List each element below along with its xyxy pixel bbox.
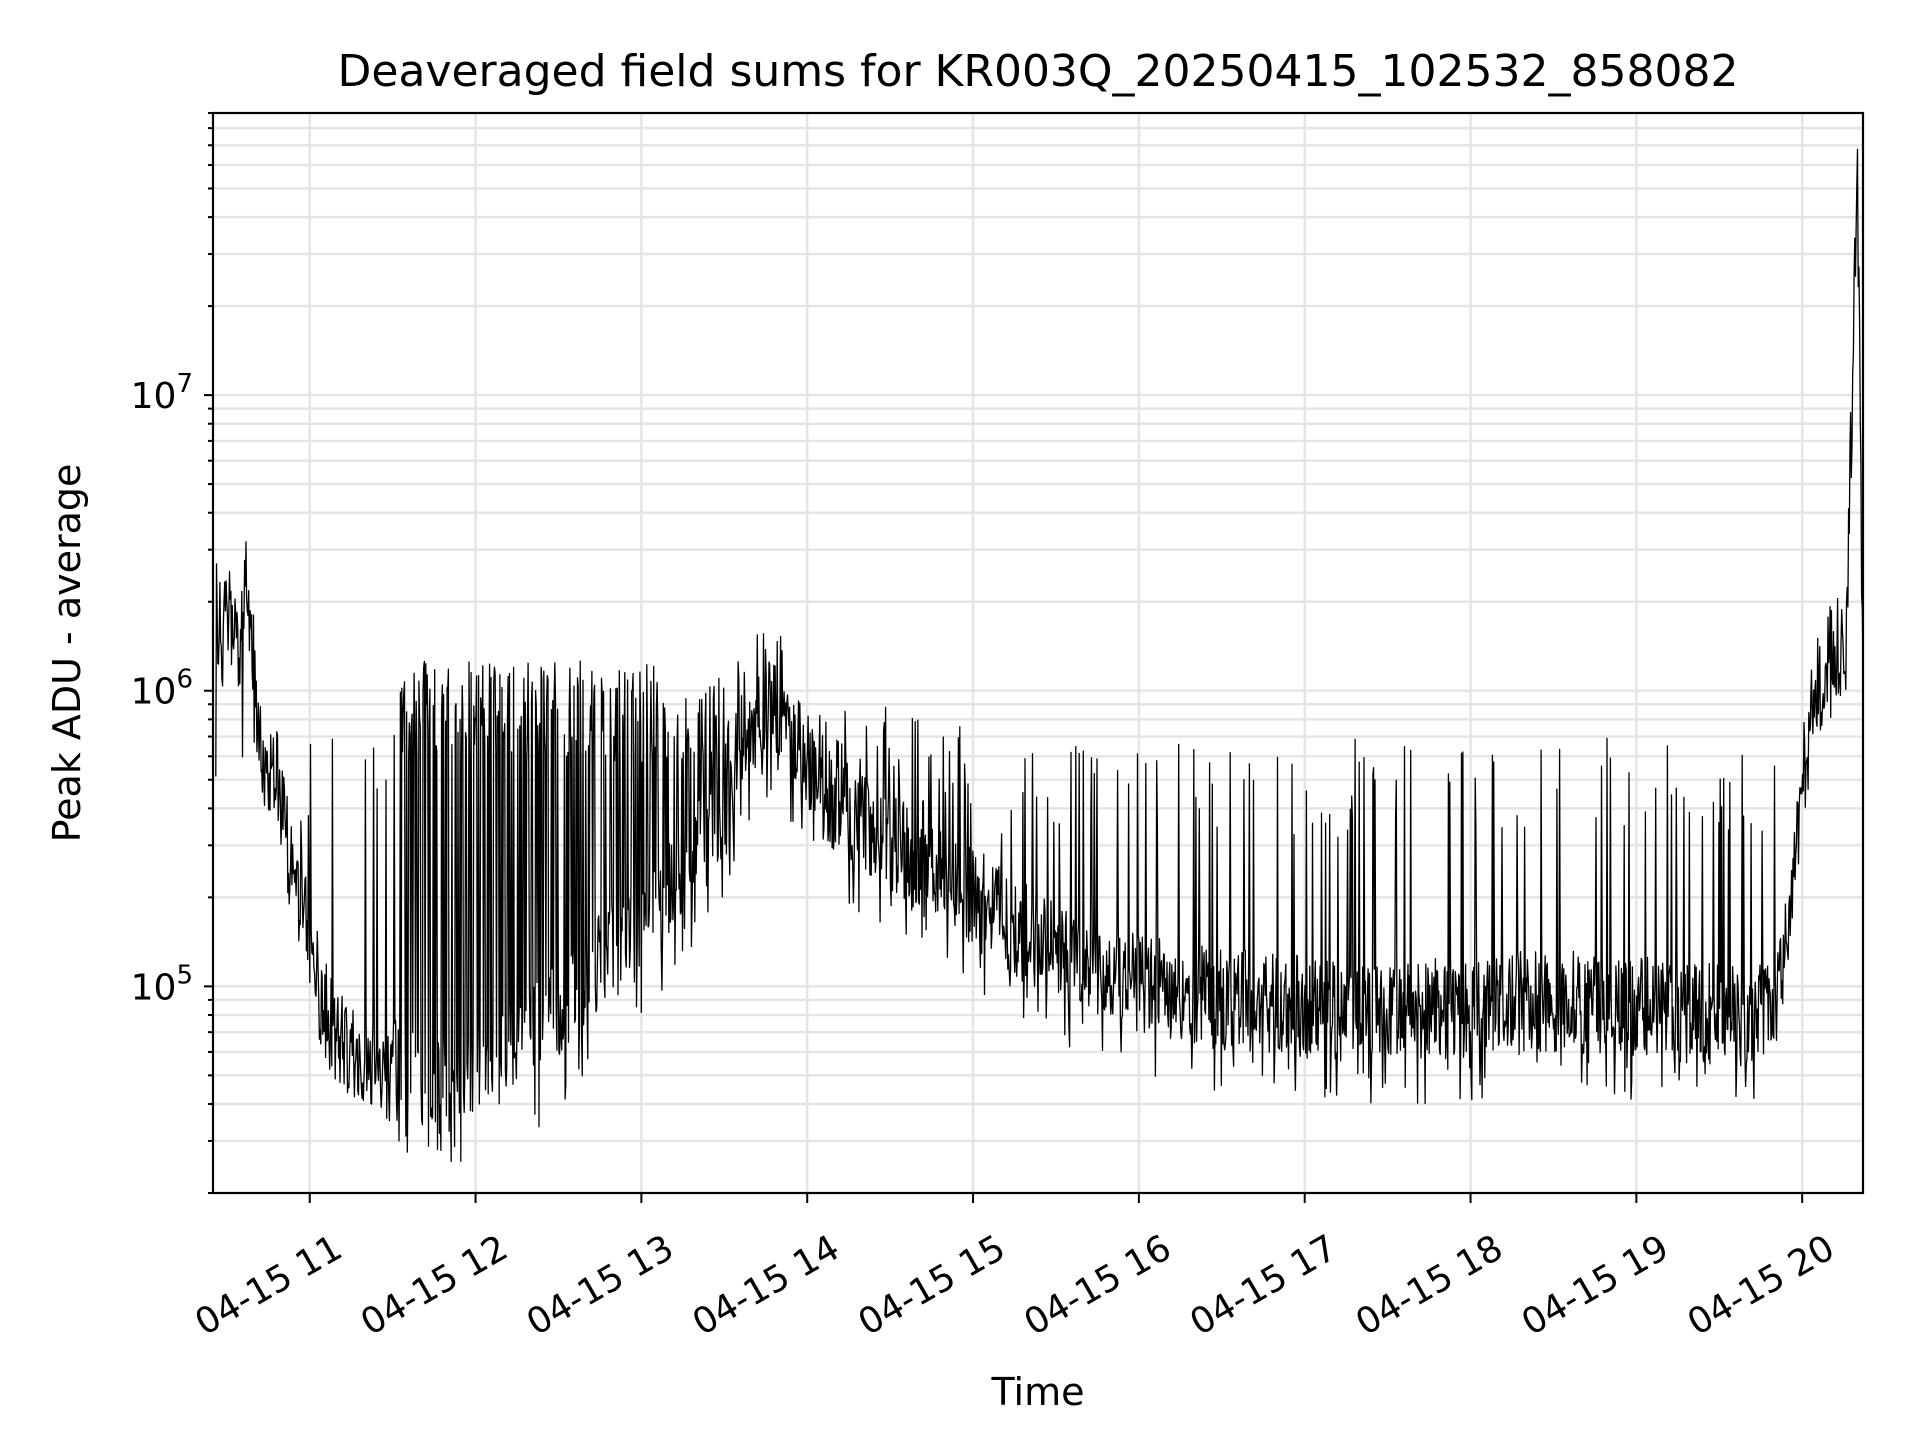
x-axis: 04-15 11 04-15 12 04-15 13 04-15 14 04-15 15…: [188, 1193, 1841, 1344]
chart-title: Deaveraged field sums for KR003Q_2025041…: [338, 46, 1739, 97]
x-tick-label: 04-15 16: [1018, 1227, 1179, 1343]
x-tick-label: 04-15 14: [686, 1227, 847, 1343]
x-tick-label: 04-15 18: [1349, 1227, 1510, 1343]
x-axis-label: Time: [991, 1370, 1085, 1414]
series-line: [215, 148, 1864, 1163]
y-axis-label: Peak ADU - average: [45, 464, 89, 843]
x-tick-label: 04-15 19: [1515, 1227, 1676, 1343]
x-tick-label: 04-15 20: [1681, 1227, 1842, 1343]
x-tick-label: 04-15 15: [852, 1227, 1013, 1343]
y-tick-label: 107: [131, 369, 193, 417]
y-axis: 105 106 107: [131, 112, 213, 1194]
x-tick-label: 04-15 13: [520, 1227, 681, 1343]
x-tick-label: 04-15 12: [354, 1227, 515, 1343]
x-tick-label: 04-15 17: [1183, 1227, 1344, 1343]
y-tick-label: 106: [131, 665, 193, 713]
x-tick-label: 04-15 11: [188, 1227, 349, 1343]
y-tick-label: 105: [131, 960, 193, 1008]
plot-frame: [211, 111, 1865, 1195]
series-layer: [215, 148, 1864, 1163]
